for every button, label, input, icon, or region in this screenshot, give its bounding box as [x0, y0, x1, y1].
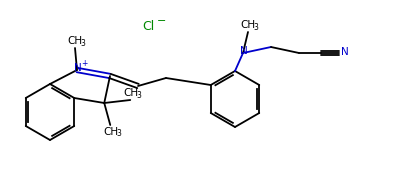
- Text: +: +: [81, 59, 87, 68]
- Text: 3: 3: [117, 130, 122, 139]
- Text: CH: CH: [240, 20, 256, 30]
- Text: 3: 3: [80, 38, 86, 48]
- Text: N: N: [240, 46, 248, 56]
- Text: Cl: Cl: [142, 20, 154, 33]
- Text: −: −: [157, 16, 167, 26]
- Text: CH: CH: [104, 127, 119, 137]
- Text: 3: 3: [254, 23, 258, 31]
- Text: CH: CH: [124, 88, 139, 98]
- Text: N: N: [341, 47, 349, 57]
- Text: 3: 3: [137, 90, 142, 100]
- Text: CH: CH: [68, 36, 82, 46]
- Text: N: N: [74, 63, 82, 73]
